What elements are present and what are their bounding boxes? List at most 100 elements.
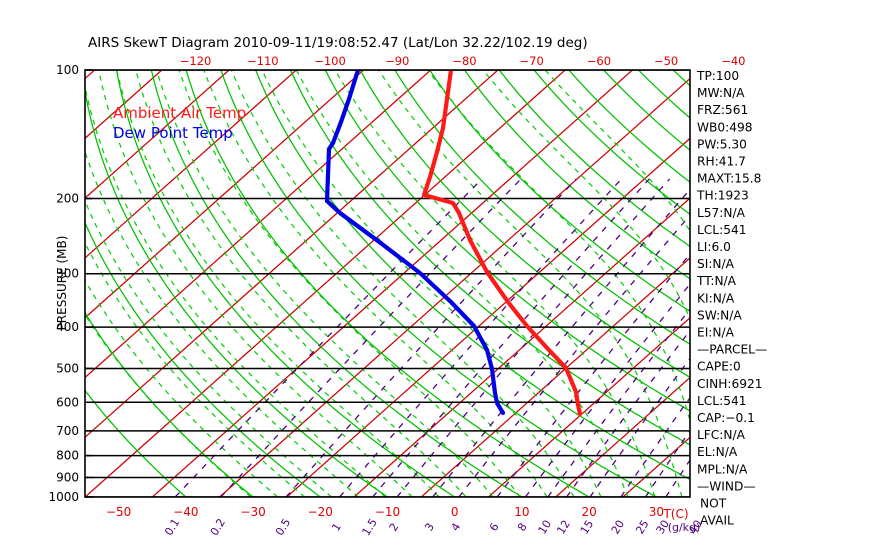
top-temp-tick: −50: [654, 54, 678, 68]
isotherm: [420, 257, 690, 497]
parcel-section-header: —PARCEL—: [697, 343, 767, 357]
pressure-tick-label: 200: [56, 192, 79, 206]
dry-adiabat: [85, 389, 187, 497]
index-lcl: LCL:541: [697, 223, 746, 237]
pressure-tick-label: 700: [56, 424, 79, 438]
isotherm: [554, 376, 690, 497]
isotherm: [487, 316, 690, 497]
isotherm: [85, 70, 298, 259]
saturated-adiabat: [85, 241, 305, 497]
parcel-el: EL:N/A: [697, 445, 738, 459]
legend-dew-point-temp: Dew Point Temp: [113, 124, 233, 142]
isotherm: [85, 70, 231, 199]
plot-frame: [84, 69, 691, 498]
saturated-adiabat: [178, 70, 521, 497]
pressure-tick-label: 600: [56, 395, 79, 409]
bottom-temp-tick: −20: [308, 505, 333, 519]
dry-adiabat: [255, 70, 690, 481]
wind-section-header: —WIND—: [697, 479, 756, 493]
saturated-adiabat: [85, 279, 279, 497]
mixing-ratio-tick: 25: [633, 518, 651, 537]
isotherm: [151, 70, 634, 497]
index-sw: SW:N/A: [697, 308, 742, 322]
top-temperature-axis: −120 −110 −100 −90 −80 −70 −60 −50 −40: [180, 54, 746, 68]
index-wb0: WB0:498: [697, 120, 753, 134]
bottom-temp-tick: 0: [451, 505, 459, 519]
parcel-cinh: CINH:6921: [697, 377, 763, 391]
bottom-temp-tick: −10: [375, 505, 400, 519]
dry-adiabat: [220, 70, 658, 497]
index-frz: FRZ:561: [697, 103, 748, 117]
saturated-adiabat: [155, 70, 494, 497]
saturated-adiabat: [377, 70, 683, 497]
pressure-axis-ticks: 100 200 300 400 500 600 700 800 900 1000: [48, 63, 93, 504]
isotherm: [85, 70, 499, 439]
top-temp-tick: −90: [385, 54, 409, 68]
pressure-tick-label: 800: [56, 449, 79, 463]
pressure-tick-label: 300: [56, 267, 79, 281]
parcel-cape: CAPE:0: [697, 360, 741, 374]
pressure-axis-label: PRESSURE (MB): [55, 236, 69, 331]
top-temp-tick: −70: [520, 54, 544, 68]
mixing-ratio-tick: 30: [654, 518, 672, 537]
dry-adiabat: [359, 70, 690, 379]
mixing-ratio-tick: 15: [578, 518, 596, 537]
mixing-ratio-line: [220, 178, 522, 497]
mixing-ratio-tick: 12: [554, 518, 572, 537]
saturated-adiabat: [230, 70, 575, 497]
mixing-ratio-line: [589, 357, 690, 497]
index-l57: L57:N/A: [697, 206, 746, 220]
mixing-ratio-line: [432, 188, 690, 497]
dry-adiabat: [150, 70, 524, 497]
isotherm: [85, 70, 365, 319]
dry-adiabat: [85, 221, 322, 497]
mixing-ratio-line: [547, 307, 690, 497]
mixing-ratio-line: [524, 283, 690, 497]
mixing-ratio-line: [566, 329, 690, 497]
dry-adiabat: [185, 70, 591, 497]
pressure-tick-label: 500: [56, 361, 79, 375]
index-li: LI:6.0: [697, 240, 731, 254]
parcel-lfc: LFC:N/A: [697, 428, 746, 442]
wind-status-line-1: NOT: [700, 497, 727, 511]
parcel-cap: CAP:−0.1: [697, 411, 755, 425]
ambient-air-temp-curve: [421, 70, 583, 417]
index-maxt: MAXT:15.8: [697, 172, 761, 186]
mixing-ratio-lines: [174, 178, 690, 497]
chart-title: AIRS SkewT Diagram 2010-09-11/19:08:52.4…: [88, 35, 588, 51]
dry-adiabat: [498, 70, 690, 248]
isotherm: [285, 137, 690, 497]
top-temp-tick: −80: [452, 54, 476, 68]
dry-adiabat: [85, 311, 255, 497]
index-mw: MW:N/A: [697, 86, 745, 100]
plot-grid-layer: [85, 70, 690, 497]
saturated-adiabat: [98, 70, 413, 497]
parcel-mpl: MPL:N/A: [697, 462, 748, 476]
wind-status-line-2: AVAIL: [700, 514, 734, 528]
dry-adiabat: [428, 70, 690, 313]
isotherm: [85, 70, 163, 140]
saturated-adiabat: [261, 70, 602, 497]
top-temp-tick: −110: [247, 54, 279, 68]
isotherm: [621, 436, 690, 497]
pressure-tick-label: 1000: [48, 490, 79, 504]
bottom-temp-tick: −40: [173, 505, 198, 519]
top-temp-tick: −40: [721, 54, 745, 68]
top-temp-tick: −60: [587, 54, 611, 68]
isotherm: [218, 77, 690, 497]
temperature-axis-label: T(C): [662, 507, 688, 521]
mixing-ratio-axis-label: (g/kg): [668, 521, 701, 534]
mixing-ratio-line: [620, 396, 690, 497]
top-temp-tick: −120: [180, 54, 212, 68]
mixing-ratio-line: [458, 214, 690, 497]
mixing-ratio-line: [285, 178, 577, 497]
mixing-ratio-tick: 20: [609, 518, 627, 537]
mixing-ratio-tick: 10: [536, 518, 554, 537]
mixing-ratio-line: [174, 178, 483, 497]
bottom-temp-tick: 30: [649, 505, 664, 519]
pressure-tick-label: 900: [56, 470, 79, 484]
saturated-adiabat: [85, 149, 359, 497]
mixing-ratio-tick: 40: [686, 518, 704, 537]
